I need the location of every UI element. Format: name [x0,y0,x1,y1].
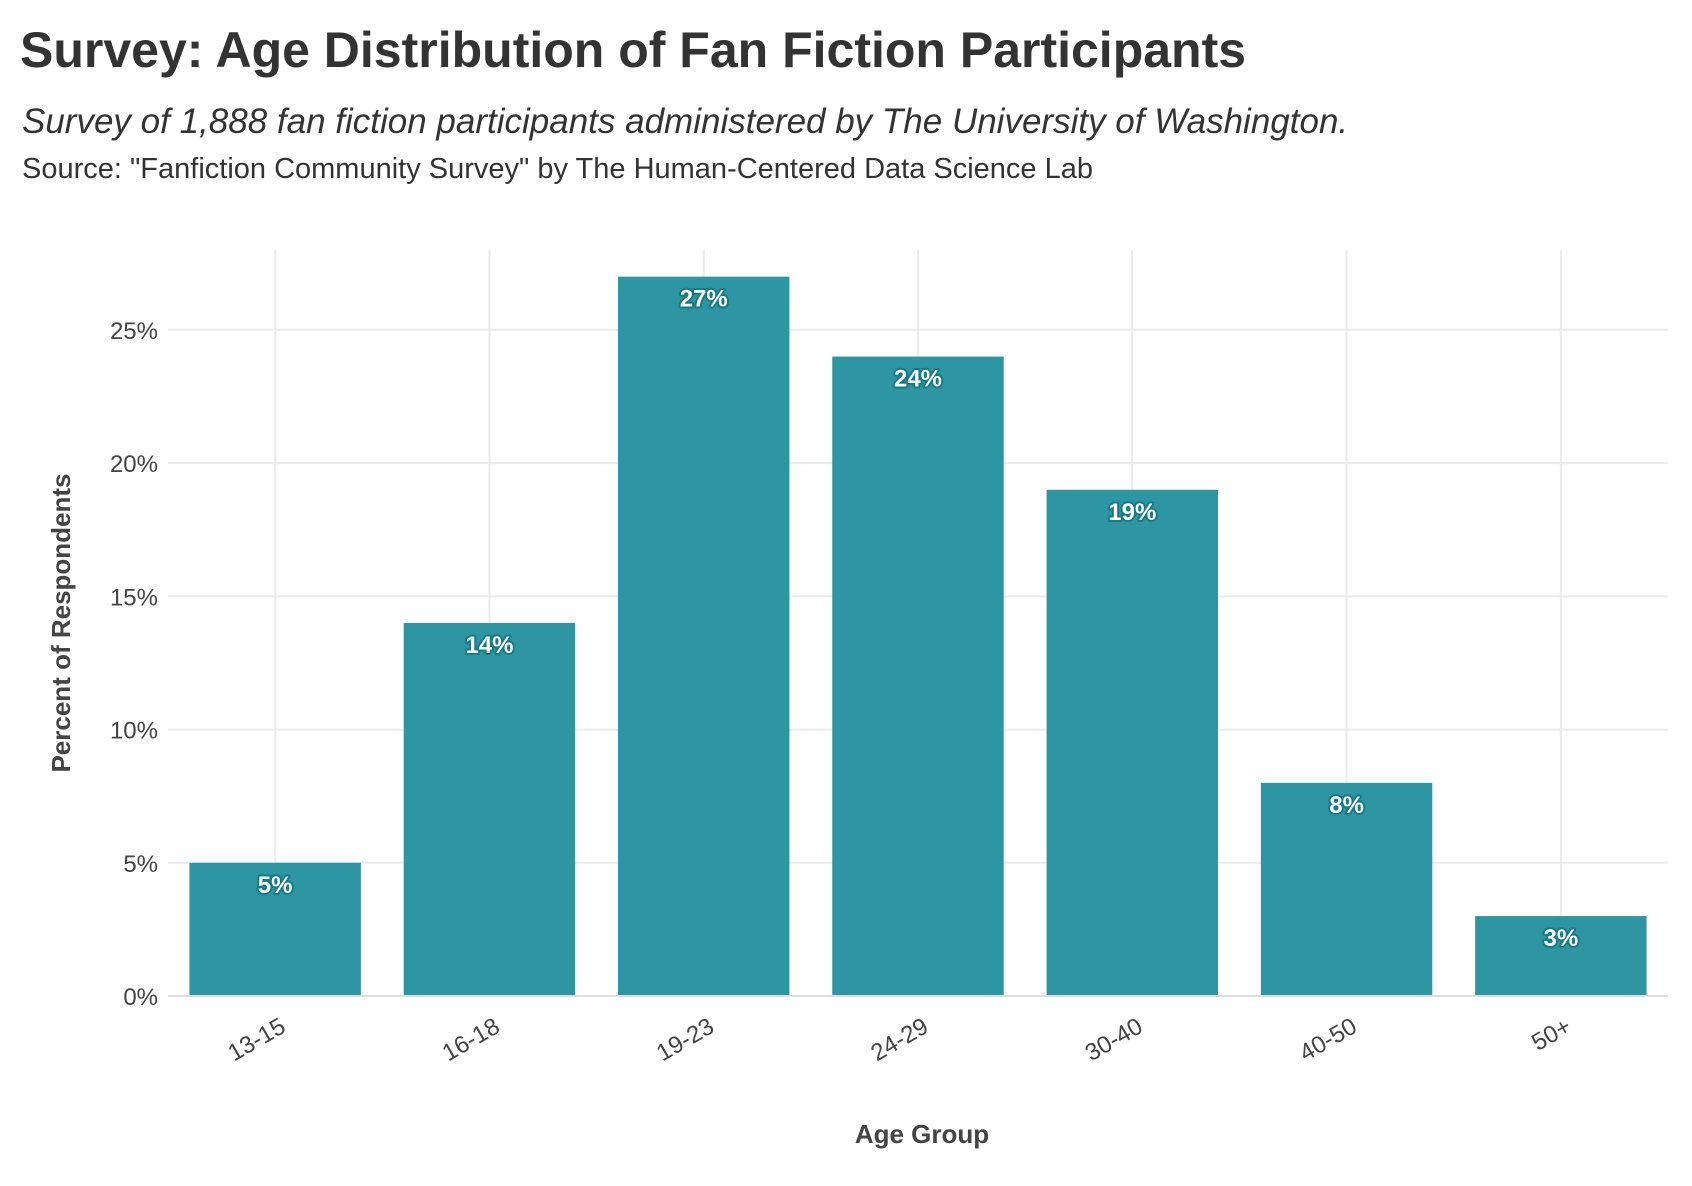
bar-50+ [1475,916,1647,996]
x-tick-label: 16-18 [438,1013,505,1067]
y-tick-label: 15% [110,584,158,611]
data-label-19-23: 27% [680,286,728,313]
bar-13-15 [189,862,361,996]
y-tick-label: 25% [110,318,158,345]
y-tick-label: 5% [123,851,158,878]
x-tick-label: 19-23 [652,1013,719,1067]
x-tick-label: 40-50 [1295,1013,1362,1067]
chart-source-caption: Source: "Fanfiction Community Survey" by… [22,153,1094,185]
chart-subtitle: Survey of 1,888 fan fiction participants… [22,102,1349,141]
x-tick-label: 13-15 [223,1013,290,1067]
y-tick-label: 0% [123,984,158,1011]
y-tick-label: 20% [110,451,158,478]
bars [189,276,1647,997]
chart-title: Survey: Age Distribution of Fan Fiction … [20,22,1247,78]
y-tick-label: 10% [110,718,158,745]
data-label-40-50: 8% [1329,792,1364,819]
y-axis-title: Percent of Respondents [46,473,76,772]
x-tick-label: 30-40 [1081,1013,1148,1067]
data-label-13-15: 5% [258,872,293,899]
bar-30-40 [1046,489,1218,996]
x-axis-title: Age Group [855,1119,989,1149]
x-tick-label: 50+ [1527,1013,1576,1057]
bar-16-18 [403,623,576,996]
data-label-24-29: 24% [894,366,942,393]
bar-19-23 [618,276,790,997]
x-tick-label: 24-29 [866,1013,933,1067]
bar-40-50 [1260,782,1433,996]
data-label-30-40: 19% [1108,499,1156,526]
data-labels: 5% 14% 27% 24% 19% 8% 3% [256,284,1580,954]
data-label-16-18: 14% [465,632,513,659]
bar-24-29 [832,356,1004,997]
data-label-50+: 3% [1544,925,1579,952]
